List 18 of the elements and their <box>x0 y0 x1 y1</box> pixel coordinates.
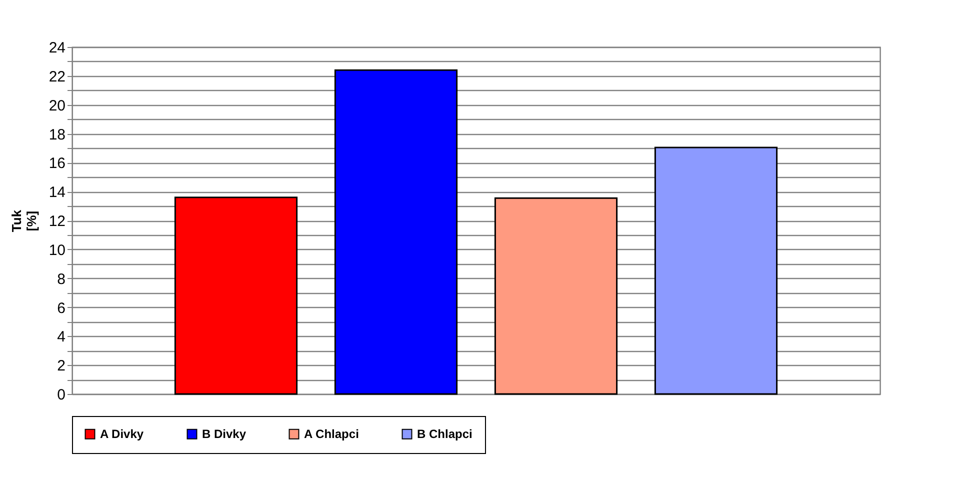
y-tick-label: 2 <box>57 358 66 375</box>
y-tick-label: 0 <box>57 386 66 404</box>
y-tick-label: 10 <box>48 242 66 259</box>
y-tick-label: 22 <box>48 68 66 86</box>
legend-label: A Divky <box>100 427 144 442</box>
y-tick-label: 8 <box>57 270 66 288</box>
y-axis-title: Tuk [%] <box>8 209 39 232</box>
y-tick-label: 4 <box>57 328 66 346</box>
y-tick-label: 14 <box>48 184 66 202</box>
y-tick-label: 12 <box>48 213 66 230</box>
legend-label: B Divky <box>202 427 246 442</box>
legend-label: B Chlapci <box>417 427 472 442</box>
y-tick-label: 24 <box>48 40 66 56</box>
y-tick-label: 16 <box>48 155 66 172</box>
y-tick-label: 6 <box>57 300 66 317</box>
legend-label: A Chlapci <box>304 427 359 442</box>
y-tick-label: 18 <box>48 126 66 144</box>
y-tick-label: 20 <box>48 97 66 114</box>
